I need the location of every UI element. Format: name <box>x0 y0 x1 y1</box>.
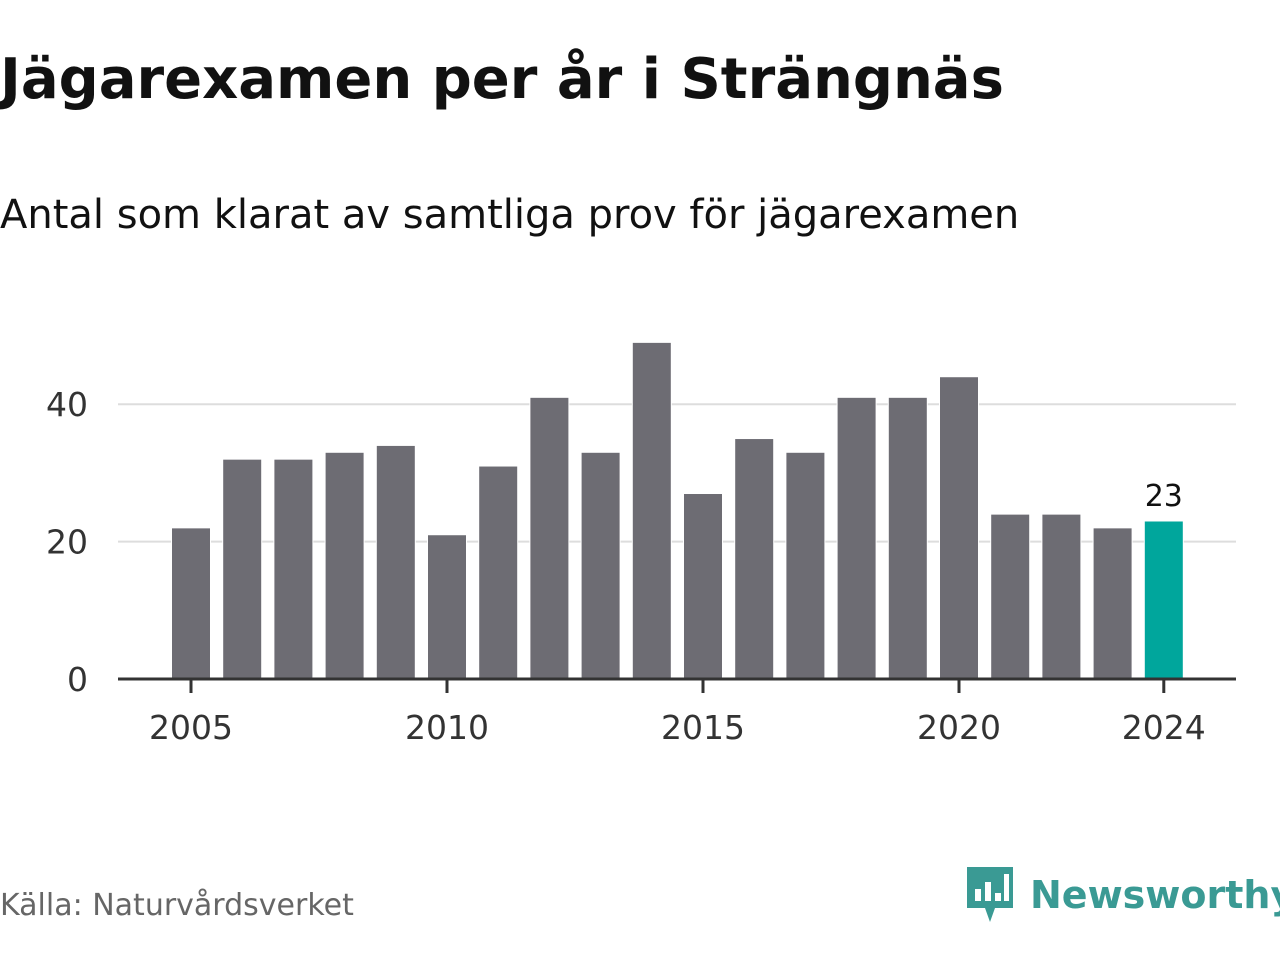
x-tick-label: 2015 <box>661 708 745 747</box>
y-tick-label: 0 <box>67 660 88 699</box>
x-tick-label: 2005 <box>149 708 233 747</box>
bar-2009 <box>375 444 416 680</box>
labels: 0 20 40 2005 2010 2015 2020 2024 23 <box>46 385 1206 747</box>
bar-2015 <box>683 493 723 680</box>
brand-logo: Newsworthy <box>964 862 1280 928</box>
brand-name: Newsworthy <box>1030 873 1280 917</box>
bar-2020 <box>939 376 979 680</box>
bar-2023 <box>1092 527 1133 680</box>
source-note: Källa: Naturvårdsverket <box>0 888 354 923</box>
chart-title: Jägarexamen per år i Strängnäs <box>0 47 1004 112</box>
bar-2017 <box>785 451 826 680</box>
bar-2012 <box>529 396 570 680</box>
x-tick-label: 2010 <box>405 708 489 747</box>
bar-2018 <box>836 396 877 680</box>
bar-2008 <box>324 451 365 680</box>
y-tick-label: 40 <box>46 385 88 424</box>
newsworthy-chart-bubble-icon <box>967 867 1013 922</box>
bar-2006 <box>222 458 263 680</box>
y-tick-label: 20 <box>46 523 88 562</box>
bar-2014 <box>631 341 672 680</box>
bar-2010 <box>427 534 467 680</box>
bar-chart: 0 20 40 2005 2010 2015 2020 2024 23 <box>46 341 1236 747</box>
x-tick-label: 2020 <box>917 708 1001 747</box>
bar-2005 <box>171 527 211 680</box>
bar-2011 <box>478 465 519 680</box>
bar-2007 <box>273 458 314 680</box>
x-axis <box>118 677 1236 693</box>
bar-2022 <box>1041 513 1082 680</box>
bar-2013 <box>580 451 621 680</box>
bar-2016 <box>734 438 775 680</box>
chart-subtitle: Antal som klarat av samtliga prov för jä… <box>0 192 1020 238</box>
bar-2019 <box>887 396 928 680</box>
x-tick-label: 2024 <box>1122 708 1206 747</box>
bars <box>171 341 1184 680</box>
data-label: 23 <box>1145 479 1183 514</box>
bar-2024 <box>1143 520 1184 680</box>
bar-2021 <box>990 513 1031 680</box>
